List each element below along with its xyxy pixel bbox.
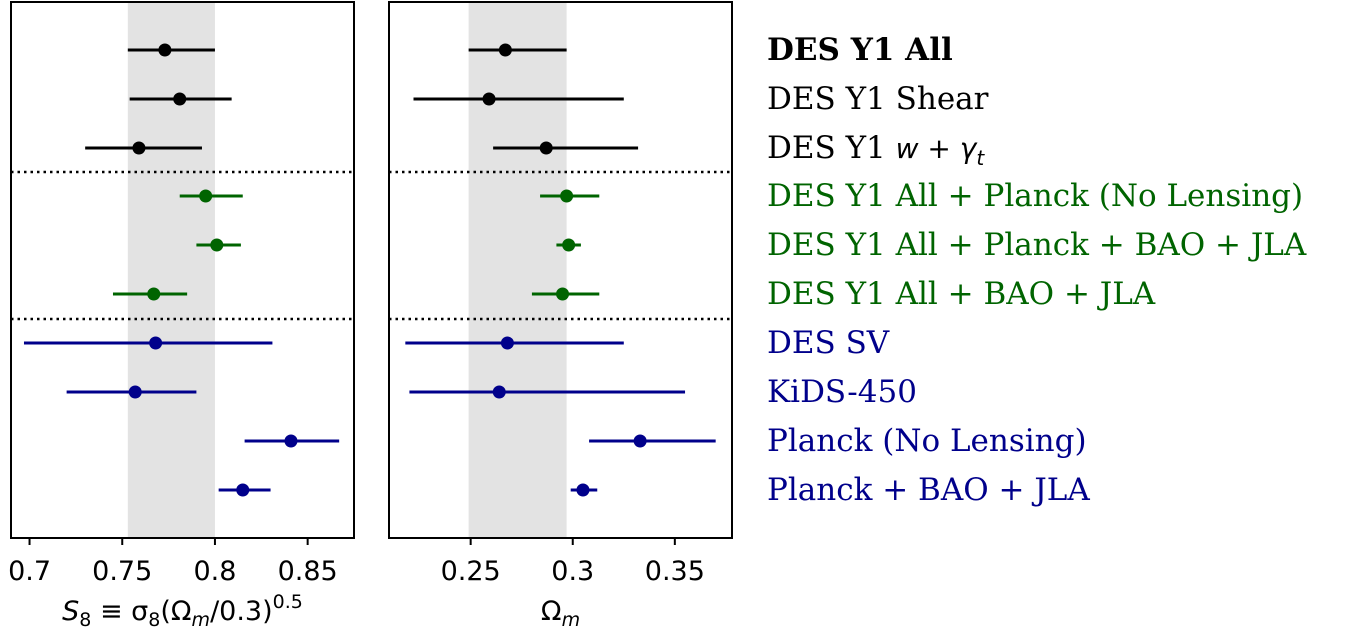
data-point — [539, 141, 553, 155]
legend-entry: DES Y1 w + γt — [767, 130, 985, 170]
data-point — [199, 189, 213, 203]
legend-entry: DES Y1 All — [767, 32, 953, 68]
data-point — [128, 385, 142, 399]
plot-frame — [388, 1, 733, 539]
data-point — [633, 434, 647, 448]
data-point — [562, 238, 576, 252]
x-axis-label: Ωm — [541, 596, 580, 631]
data-point — [210, 238, 224, 252]
xlabel-part: m — [562, 609, 581, 631]
legend-text: DES Y1 Shear — [767, 81, 989, 117]
plot-frame — [10, 1, 355, 539]
xlabel-part: /0.3) — [210, 596, 273, 627]
x-tick-label: 0.7 — [8, 556, 51, 587]
data-point — [147, 287, 161, 301]
x-tick-label: 0.35 — [645, 556, 705, 587]
legend-text: DES Y1 All + BAO + JLA — [767, 276, 1156, 312]
legend-text: DES Y1 All + Planck (No Lensing) — [767, 178, 1303, 214]
legend-text: Planck (No Lensing) — [767, 423, 1087, 459]
x-tick-label: 0.85 — [278, 556, 338, 587]
legend-text: DES SV — [767, 325, 890, 361]
legend-entry: KiDS-450 — [767, 374, 917, 410]
legend-entry: Planck + BAO + JLA — [767, 472, 1090, 508]
legend-text: DES Y1 All + Planck + BAO + JLA — [767, 227, 1307, 263]
legend-entry: Planck (No Lensing) — [767, 423, 1087, 459]
xlabel-part: S — [62, 596, 79, 627]
xlabel-part: m — [192, 609, 211, 631]
x-tick-label: 0.25 — [441, 556, 501, 587]
data-point — [500, 336, 514, 350]
legend-text: KiDS-450 — [767, 374, 917, 410]
data-point — [576, 483, 590, 497]
x-tick-label: 0.75 — [92, 556, 152, 587]
data-point — [498, 43, 512, 57]
data-point — [492, 385, 506, 399]
data-point — [560, 189, 574, 203]
legend-text: Planck + BAO + JLA — [767, 472, 1090, 508]
data-point — [132, 141, 146, 155]
data-point — [482, 92, 496, 106]
legend-text: DES Y1 — [767, 130, 896, 166]
reference-band — [127, 2, 215, 538]
xlabel-part: 8 — [148, 609, 160, 631]
xlabel-part: Ω — [541, 596, 562, 627]
xlabel-part: 0.5 — [273, 591, 303, 613]
x-tick-label: 0.8 — [193, 556, 236, 587]
data-point — [284, 434, 298, 448]
legend-math-sub: t — [976, 146, 985, 170]
xlabel-part: 8 — [79, 609, 91, 631]
xlabel-part: ≡ σ — [91, 596, 148, 627]
legend-entry: DES SV — [767, 325, 890, 361]
x-axis-label: S8 ≡ σ8(Ωm/0.3)0.5 — [62, 591, 303, 631]
data-point — [556, 287, 570, 301]
xlabel-part: (Ω — [160, 596, 191, 627]
legend-entry: DES Y1 Shear — [767, 81, 989, 117]
legend-entry: DES Y1 All + Planck + BAO + JLA — [767, 227, 1307, 263]
data-point — [158, 43, 172, 57]
legend-math: w + γ — [896, 132, 978, 165]
x-tick-label: 0.3 — [551, 556, 594, 587]
data-point — [236, 483, 250, 497]
legend-entry: DES Y1 All + Planck (No Lensing) — [767, 178, 1303, 214]
omega-m-panel: 0.25 0.3 0.35 Ωm — [388, 1, 733, 631]
data-point — [173, 92, 187, 106]
data-point — [149, 336, 163, 350]
legend-entry: DES Y1 All + BAO + JLA — [767, 276, 1156, 312]
legend-text: DES Y1 All — [767, 32, 953, 68]
reference-band — [468, 2, 567, 538]
